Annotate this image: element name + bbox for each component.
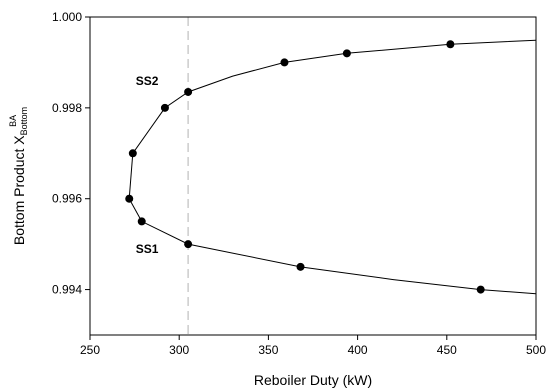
y-axis-title-subscript: Bottom: [19, 107, 29, 136]
x-tick-label-500: 500: [526, 343, 546, 357]
x-axis-ticks: 250 300 350 400 450 500: [80, 335, 546, 357]
x-tick-label-450: 450: [437, 343, 457, 357]
plot-frame: [89, 16, 537, 336]
data-point-6: [280, 58, 289, 67]
y-axis-title-superscript: BA: [8, 115, 18, 127]
data-point-2: [128, 149, 137, 158]
data-point-5: [184, 240, 193, 249]
data-point-4: [137, 217, 146, 226]
data-point-1: [160, 103, 169, 112]
x-tick-label-400: 400: [348, 343, 368, 357]
data-point-8: [446, 40, 455, 49]
data-point-0: [184, 87, 193, 96]
annotation-ss1: SS1: [136, 242, 159, 256]
y-tick-label-0.996: 0.996: [52, 192, 82, 206]
x-axis-title: Reboiler Duty (kW): [254, 372, 372, 388]
x-tick-label-350: 350: [258, 343, 278, 357]
y-tick-label-0.994: 0.994: [52, 283, 82, 297]
data-point-9: [296, 262, 305, 271]
y-tick-label-0.998: 0.998: [52, 101, 82, 115]
data-point-3: [125, 194, 134, 203]
y-axis-title: Bottom Product XBottomBA: [8, 107, 29, 245]
annotation-ss2: SS2: [136, 74, 159, 88]
x-tick-label-300: 300: [169, 343, 189, 357]
data-point-10: [476, 285, 485, 294]
y-axis-title-main: Bottom Product X: [11, 135, 27, 245]
series-line-upper-branch: [128, 39, 537, 199]
data-point-7: [342, 49, 351, 58]
y-axis-ticks: 0.994 0.996 0.998 1.000: [52, 10, 90, 297]
plot-area: SS2 SS1: [89, 16, 537, 336]
y-tick-label-1: 1.000: [52, 10, 82, 24]
x-tick-label-250: 250: [80, 343, 100, 357]
